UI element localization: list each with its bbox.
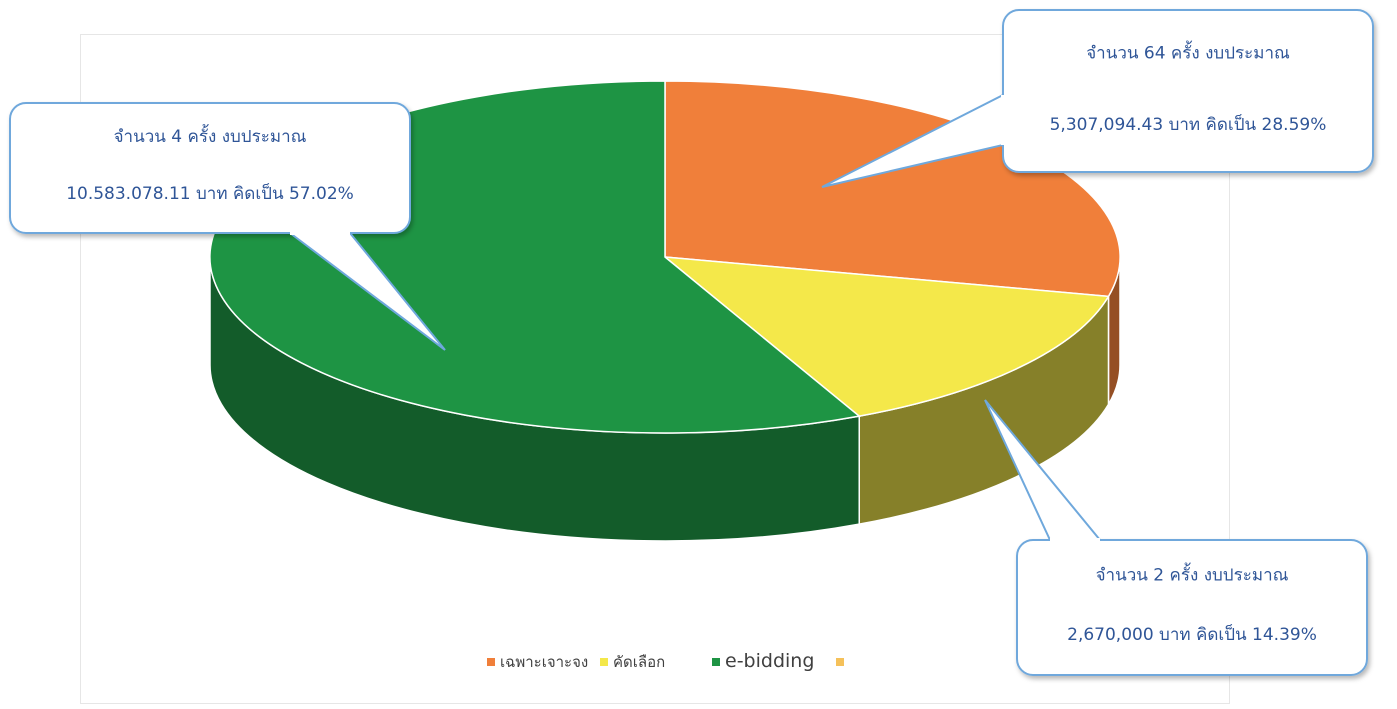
- legend-swatch: [836, 658, 844, 666]
- callout-line-2: 2,670,000 บาท คิดเป็น 14.39%: [1067, 623, 1317, 645]
- legend-swatch: [712, 658, 720, 666]
- callout-line-1: จำนวน 4 ครั้ง งบประมาณ: [114, 124, 307, 147]
- legend-label: คัดเลือก: [613, 653, 665, 671]
- legend-item-extra: [836, 658, 844, 666]
- pie-slice-selection: [662, 256, 1110, 417]
- callout-box: [1002, 9, 1374, 173]
- legend-label: เฉพาะเจาะจง: [500, 653, 588, 671]
- legend-item-e-bidding: e-bidding: [712, 650, 814, 672]
- callout-line-1: จำนวน 64 ครั้ง งบประมาณ: [1086, 41, 1290, 64]
- callout-line-2: 5,307,094.43 บาท คิดเป็น 28.59%: [1050, 113, 1327, 135]
- callout-selection: จำนวน 2 ครั้ง งบประมาณ 2,670,000 บาท คิดเ…: [984, 399, 1368, 676]
- chart-frame: [80, 34, 1230, 704]
- legend-item-specific: เฉพาะเจาะจง: [487, 653, 588, 671]
- legend-swatch: [487, 658, 495, 666]
- legend-swatch: [600, 658, 608, 666]
- callout-box: [1016, 539, 1368, 676]
- callout-box: [9, 102, 411, 234]
- legend-label: e-bidding: [725, 650, 814, 672]
- legend-item-selection: คัดเลือก: [600, 653, 665, 671]
- callout-line-1: จำนวน 2 ครั้ง งบประมาณ: [1096, 563, 1289, 586]
- callout-specific: จำนวน 64 ครั้ง งบประมาณ 5,307,094.43 บาท …: [821, 9, 1374, 188]
- callout-line-2: 10.583.078.11 บาท คิดเป็น 57.02%: [66, 182, 354, 204]
- callout-e-bidding: จำนวน 4 ครั้ง งบประมาณ 10.583.078.11 บาท …: [9, 102, 446, 351]
